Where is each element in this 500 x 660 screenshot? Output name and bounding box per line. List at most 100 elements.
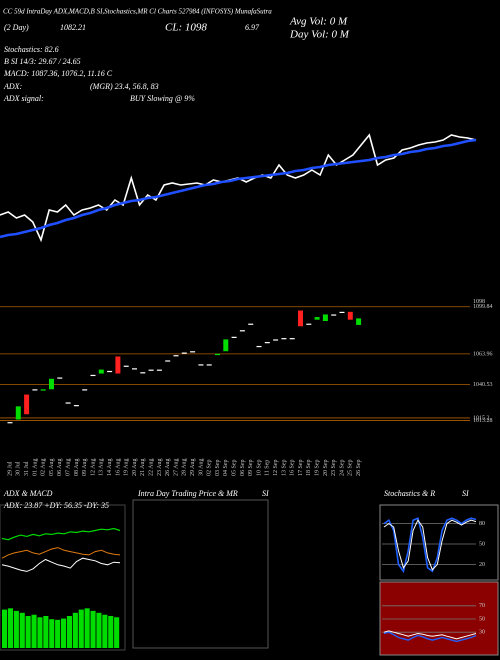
series-line <box>1 557 121 572</box>
candle <box>40 389 46 391</box>
bar <box>114 617 120 648</box>
series-line <box>0 133 477 243</box>
candle <box>356 318 362 325</box>
candle <box>98 369 104 374</box>
x-tick-label: 20 Aug <box>132 458 138 476</box>
y-tick-label: 50 <box>479 616 485 622</box>
y-tick-label: 80 <box>479 521 485 527</box>
candle <box>256 345 262 348</box>
bar <box>25 616 31 648</box>
candle <box>57 377 63 379</box>
candle <box>107 370 113 373</box>
candle <box>82 389 88 391</box>
x-tick-label: 30 Jul <box>16 461 22 476</box>
x-tick-label: 25 Sep <box>348 460 354 477</box>
x-tick-label: 20 Sep <box>323 460 329 477</box>
panel-title: Stochastics & R <box>384 489 435 498</box>
x-tick-label: 12 Sep <box>273 460 279 477</box>
candle <box>231 336 237 338</box>
series-line <box>0 138 477 239</box>
candle <box>339 311 345 314</box>
x-tick-label: 14 Aug <box>107 458 113 476</box>
x-tick-label: 06 Sep <box>240 460 246 477</box>
y-tick-label: 1015.2 <box>473 415 490 421</box>
candle <box>322 314 328 322</box>
candle <box>73 405 79 407</box>
series-line <box>1 527 121 541</box>
x-tick-label: 30 Aug <box>198 458 204 476</box>
bar <box>31 614 37 648</box>
candle <box>264 342 270 344</box>
candle <box>65 402 71 404</box>
candle <box>314 317 320 320</box>
bar <box>43 616 49 648</box>
candle <box>298 310 303 327</box>
candle <box>223 339 229 352</box>
candle <box>24 394 30 415</box>
annotation: CL: 1098 <box>165 22 207 34</box>
bar <box>37 617 43 648</box>
candle <box>115 356 121 374</box>
x-tick-label: 01 Aug <box>32 458 38 476</box>
candle <box>248 323 254 325</box>
bar <box>96 612 102 648</box>
bar <box>102 614 108 648</box>
x-tick-label: 02 Aug <box>41 458 47 476</box>
y-tick-label: 70 <box>479 603 485 609</box>
x-tick-label: 06 Aug <box>57 458 63 476</box>
bar <box>72 612 78 648</box>
bar <box>49 619 55 648</box>
bar <box>2 609 8 648</box>
series-line <box>1 547 121 559</box>
x-tick-label: 12 Aug <box>90 458 96 476</box>
annotation: ADX signal: <box>3 94 44 103</box>
annotation: Stochastics: 82.6 <box>4 45 59 54</box>
annotation: ADX: <box>3 82 23 91</box>
bar <box>19 612 25 648</box>
y-tick-label: 50 <box>479 541 485 547</box>
x-tick-label: 10 Sep <box>256 460 262 477</box>
annotation: MACD: 1087.36, 1076.2, 11.16 C <box>3 69 113 78</box>
candle <box>215 353 220 356</box>
series-line <box>383 630 477 640</box>
candle <box>281 338 287 340</box>
candle <box>181 352 187 354</box>
x-tick-label: 05 Aug <box>49 458 55 476</box>
annotation: 1082.21 <box>60 23 86 32</box>
bar <box>108 616 114 648</box>
x-tick-label: 31 Jul <box>24 461 30 476</box>
candle <box>140 372 146 374</box>
x-tick-label: 13 Aug <box>99 458 105 476</box>
y-tick-label: 1040.53 <box>473 382 493 388</box>
bar <box>90 610 96 648</box>
x-tick-label: 02 Sep <box>207 460 213 477</box>
candle <box>32 389 38 391</box>
x-tick-label: 09 Aug <box>82 458 88 476</box>
x-tick-label: 26 Aug <box>165 458 171 476</box>
annotation: Day Vol: 0 M <box>289 29 350 41</box>
x-tick-label: 05 Sep <box>231 460 237 477</box>
candle <box>156 369 162 371</box>
candle <box>273 339 279 341</box>
x-tick-label: 24 Sep <box>339 460 345 477</box>
candle <box>165 360 171 362</box>
x-tick-label: 16 Aug <box>115 458 121 476</box>
series-line <box>383 517 477 574</box>
x-tick-label: 21 Aug <box>140 458 146 476</box>
bar <box>7 608 13 648</box>
x-tick-label: 18 Sep <box>306 460 312 477</box>
panel-title: SI <box>462 489 469 498</box>
panel-subtitle: ADX: 23.87 +DY: 56.35 -DY: 35 <box>3 501 109 510</box>
x-tick-label: 04 Sep <box>223 460 229 477</box>
candle <box>289 338 295 340</box>
y-tick-label: 30 <box>479 630 485 636</box>
candle <box>173 355 179 357</box>
y-tick-label: 1013.28 <box>473 418 493 424</box>
x-tick-label: 23 Sep <box>331 460 337 477</box>
candle <box>206 364 212 366</box>
candle <box>148 369 154 371</box>
x-tick-label: 19 Aug <box>124 458 130 476</box>
x-tick-label: 27 Aug <box>173 458 179 476</box>
y-tick-label: 1099.84 <box>473 304 493 310</box>
